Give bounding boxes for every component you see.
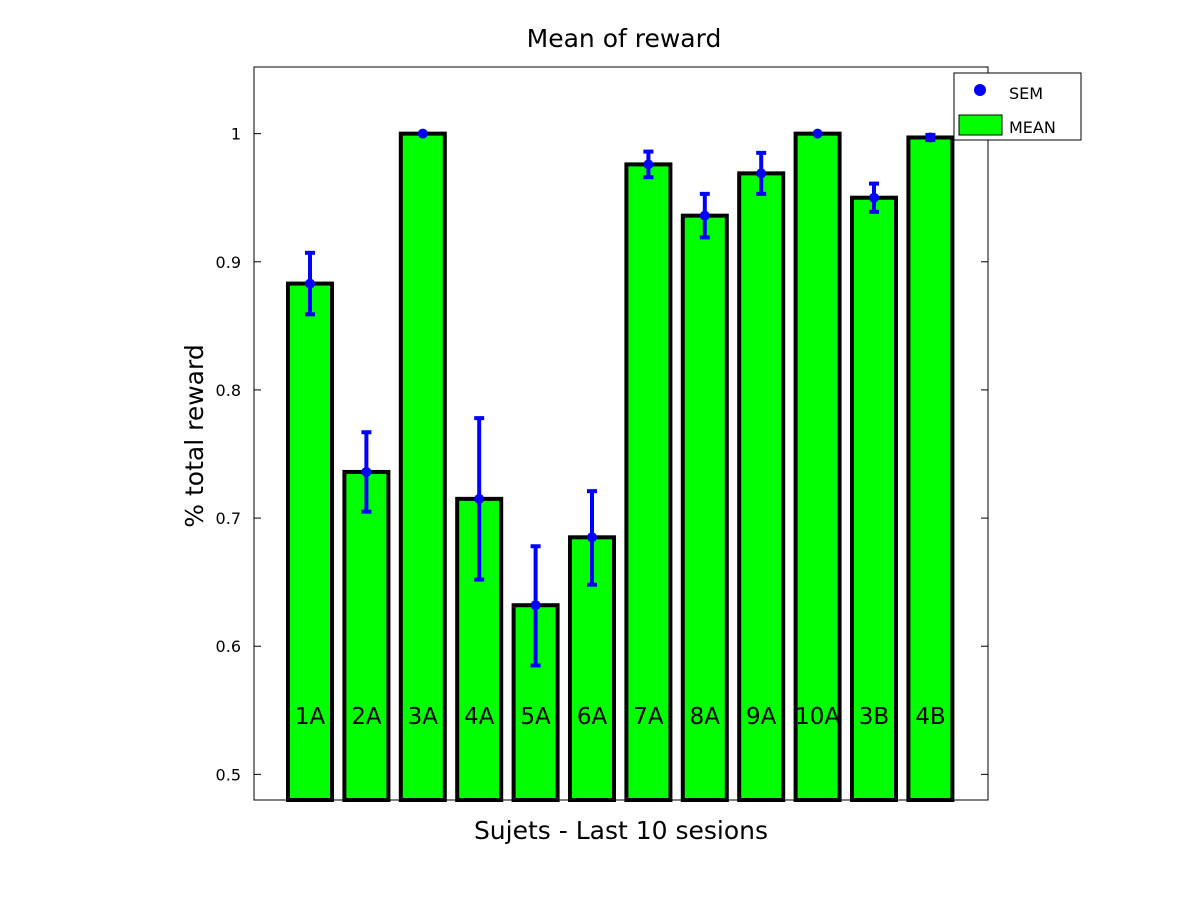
- legend: SEM MEAN: [953, 72, 1082, 141]
- error-bar-7A: [643, 149, 654, 180]
- bar-label-7A: 7A: [633, 704, 664, 730]
- error-bar-9A: [756, 150, 767, 196]
- sem-point-3A: [417, 128, 428, 139]
- error-bar-3A: [417, 128, 428, 139]
- sem-point-5A: [530, 600, 541, 611]
- bar-10A: [793, 131, 842, 803]
- bar-labels-layer: 1A 2A 3A 4A 5A 6A 7A 8A 9A 10A 3B 4B: [295, 704, 946, 730]
- y-tick-label: 0.9: [216, 253, 241, 272]
- bar-label-6A: 6A: [577, 704, 608, 730]
- sem-point-9A: [756, 168, 767, 179]
- y-axis-ticks: 0.5 0.6 0.7 0.8 0.9 1: [216, 125, 988, 784]
- bar-label-2A: 2A: [351, 704, 382, 730]
- error-bar-3B: [869, 181, 879, 214]
- y-tick-label: 0.7: [216, 509, 241, 528]
- legend-sem-label: SEM: [1009, 84, 1043, 103]
- legend-mean-label: MEAN: [1009, 118, 1056, 137]
- error-bars-layer: [305, 128, 936, 668]
- bar-label-4B: 4B: [915, 704, 945, 730]
- y-tick-label: 1: [231, 125, 241, 144]
- sem-point-6A: [587, 532, 597, 543]
- x-axis-label: Sujets - Last 10 sesions: [474, 816, 768, 845]
- bar-8A: [680, 213, 729, 803]
- bar-label-5A: 5A: [520, 704, 551, 730]
- bar-label-9A: 9A: [746, 704, 777, 730]
- error-bar-8A: [699, 191, 710, 240]
- bar-4B: [906, 135, 955, 802]
- y-tick-label: 0.6: [216, 637, 241, 656]
- y-tick-label: 0.8: [216, 381, 241, 400]
- sem-point-7A: [643, 159, 654, 170]
- plot-frame: [253, 66, 989, 801]
- bar-3B: [850, 195, 898, 803]
- sem-point-2A: [361, 466, 372, 477]
- error-bar-5A: [530, 544, 541, 668]
- bar-label-1A: 1A: [295, 704, 326, 730]
- error-bar-1A: [305, 250, 315, 317]
- sem-point-10A: [812, 128, 823, 139]
- error-bar-6A: [587, 489, 597, 587]
- bars-layer: [286, 131, 955, 803]
- bar-label-10A: 10A: [795, 704, 840, 730]
- sem-point-8A: [699, 210, 710, 221]
- bar-label-3B: 3B: [859, 704, 889, 730]
- bar-3A: [398, 131, 447, 803]
- legend-sem-marker: [974, 84, 986, 96]
- bar-6A: [568, 535, 616, 802]
- bar-label-8A: 8A: [690, 704, 721, 730]
- error-bar-2A: [361, 430, 372, 514]
- error-bar-4B: [925, 132, 936, 143]
- sem-point-1A: [305, 278, 315, 289]
- error-bar-10A: [812, 128, 823, 139]
- bar-label-4A: 4A: [464, 704, 495, 730]
- legend-mean-swatch: [958, 114, 1003, 136]
- chart-title: Mean of reward: [527, 24, 722, 53]
- sem-point-3B: [869, 192, 879, 203]
- bar-label-3A: 3A: [408, 704, 439, 730]
- y-tick-label: 0.5: [216, 765, 241, 784]
- bar-2A: [342, 469, 391, 802]
- sem-point-4A: [474, 493, 485, 504]
- sem-point-4B: [925, 132, 936, 143]
- y-axis-label: % total reward: [180, 344, 209, 527]
- error-bar-4A: [474, 416, 485, 582]
